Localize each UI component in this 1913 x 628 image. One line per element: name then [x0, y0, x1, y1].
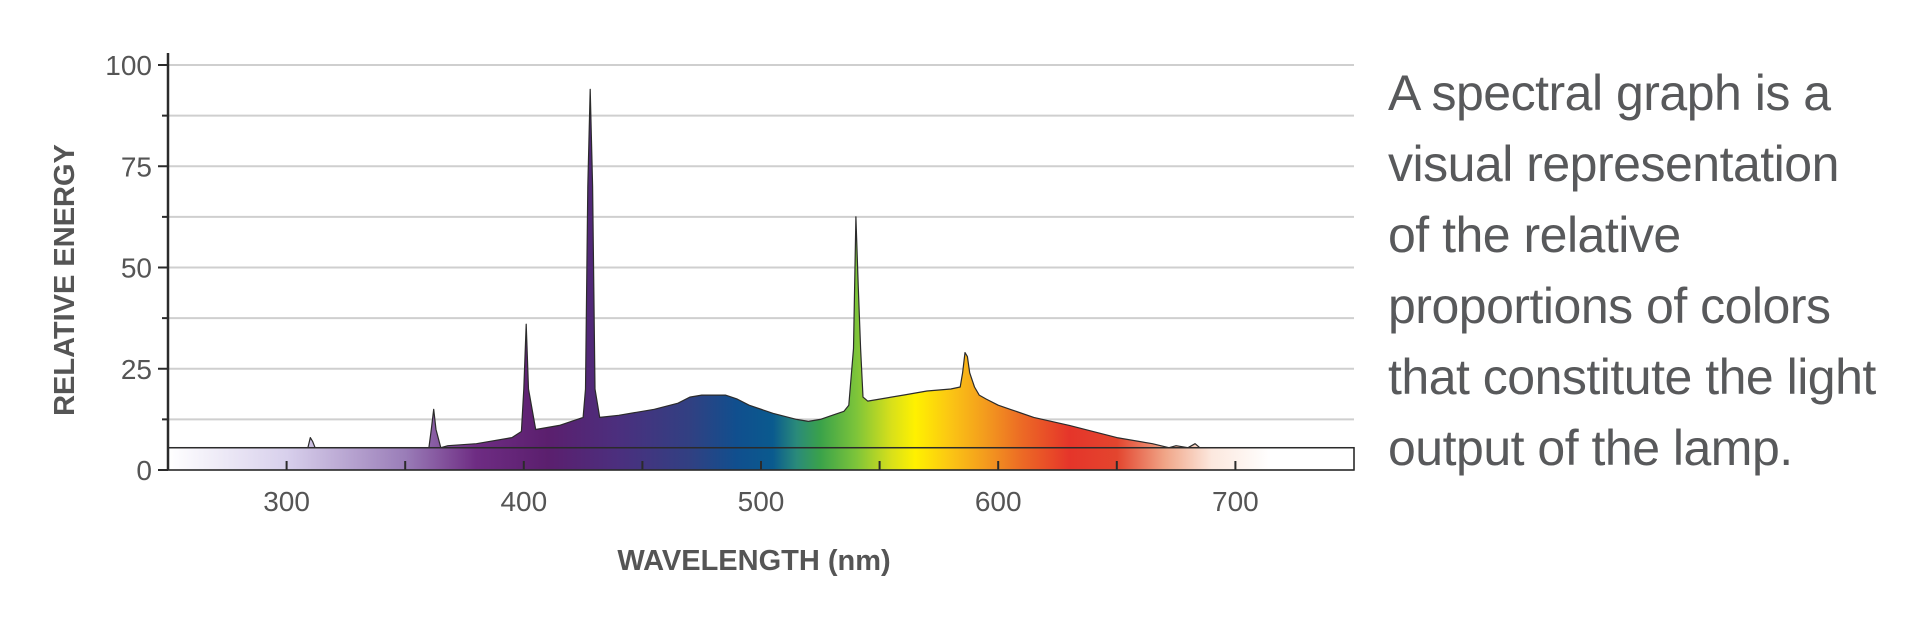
spectrum-area [167, 88, 1355, 471]
description-line: output of the lamp. [1388, 420, 1793, 476]
x-tick-label: 300 [263, 486, 310, 517]
description-line: proportions of colors [1388, 278, 1831, 334]
description-line: A spectral graph is a [1388, 65, 1831, 121]
description-line: visual representation [1388, 136, 1839, 192]
x-tick-label: 500 [738, 486, 785, 517]
y-tick-label: 75 [121, 151, 152, 182]
tick-labels: 0 25 50 75 100 300 400 500 600 700 [105, 50, 1258, 517]
y-tick-label: 100 [105, 50, 152, 81]
axes [158, 53, 1237, 471]
x-tick-label: 600 [975, 486, 1022, 517]
description-line: that constitute the light [1388, 349, 1876, 405]
description-text: A spectral graph is a visual representat… [1388, 58, 1908, 484]
description-line: of the relative [1388, 207, 1681, 263]
y-axis-label: RELATIVE ENERGY [49, 144, 81, 416]
y-tick-label: 0 [136, 455, 152, 486]
y-tick-label: 50 [121, 253, 152, 284]
grid-lines [168, 64, 1354, 421]
y-tick-label: 25 [121, 354, 152, 385]
x-tick-label: 400 [500, 486, 547, 517]
x-tick-label: 700 [1212, 486, 1259, 517]
x-axis-label: WAVELENGTH (nm) [617, 545, 890, 577]
